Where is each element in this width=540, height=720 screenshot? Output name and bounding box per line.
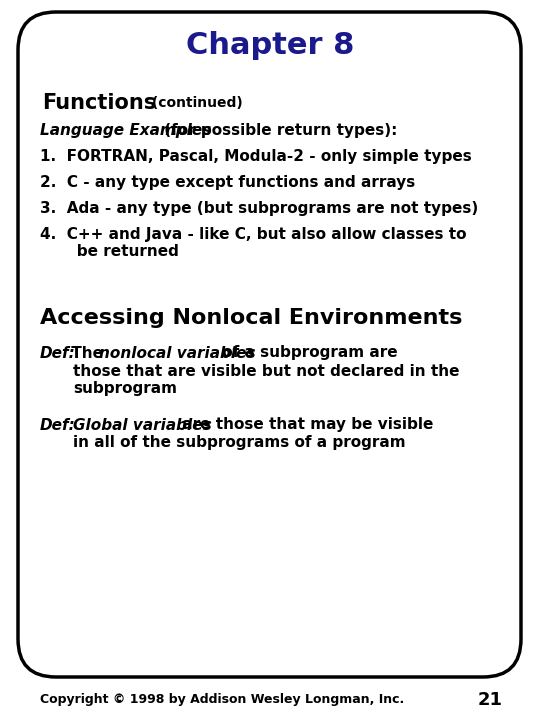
Text: The: The — [66, 346, 109, 361]
Text: Accessing Nonlocal Environments: Accessing Nonlocal Environments — [40, 308, 462, 328]
Text: Functions: Functions — [42, 93, 156, 113]
Text: (for possible return types):: (for possible return types): — [159, 122, 397, 138]
FancyBboxPatch shape — [18, 12, 521, 677]
Text: Def:: Def: — [40, 418, 76, 433]
Text: (continued): (continued) — [147, 96, 243, 110]
Text: be returned: be returned — [40, 245, 179, 259]
Text: 1.  FORTRAN, Pascal, Modula-2 - only simple types: 1. FORTRAN, Pascal, Modula-2 - only simp… — [40, 150, 472, 164]
Text: in all of the subprograms of a program: in all of the subprograms of a program — [73, 436, 406, 451]
Text: nonlocal variables: nonlocal variables — [99, 346, 255, 361]
Text: Copyright © 1998 by Addison Wesley Longman, Inc.: Copyright © 1998 by Addison Wesley Longm… — [40, 693, 404, 706]
Text: Chapter 8: Chapter 8 — [186, 32, 354, 60]
Text: subprogram: subprogram — [73, 382, 177, 397]
Text: those that are visible but not declared in the: those that are visible but not declared … — [73, 364, 460, 379]
Text: 2.  C - any type except functions and arrays: 2. C - any type except functions and arr… — [40, 176, 415, 191]
Text: Language Examples: Language Examples — [40, 122, 211, 138]
Text: Global variables: Global variables — [73, 418, 212, 433]
Text: 21: 21 — [478, 691, 503, 709]
Text: are those that may be visible: are those that may be visible — [178, 418, 434, 433]
Text: 4.  C++ and Java - like C, but also allow classes to: 4. C++ and Java - like C, but also allow… — [40, 228, 467, 243]
Text: Def:: Def: — [40, 346, 76, 361]
Text: of a subprogram are: of a subprogram are — [217, 346, 397, 361]
Text: 3.  Ada - any type (but subprograms are not types): 3. Ada - any type (but subprograms are n… — [40, 202, 478, 217]
